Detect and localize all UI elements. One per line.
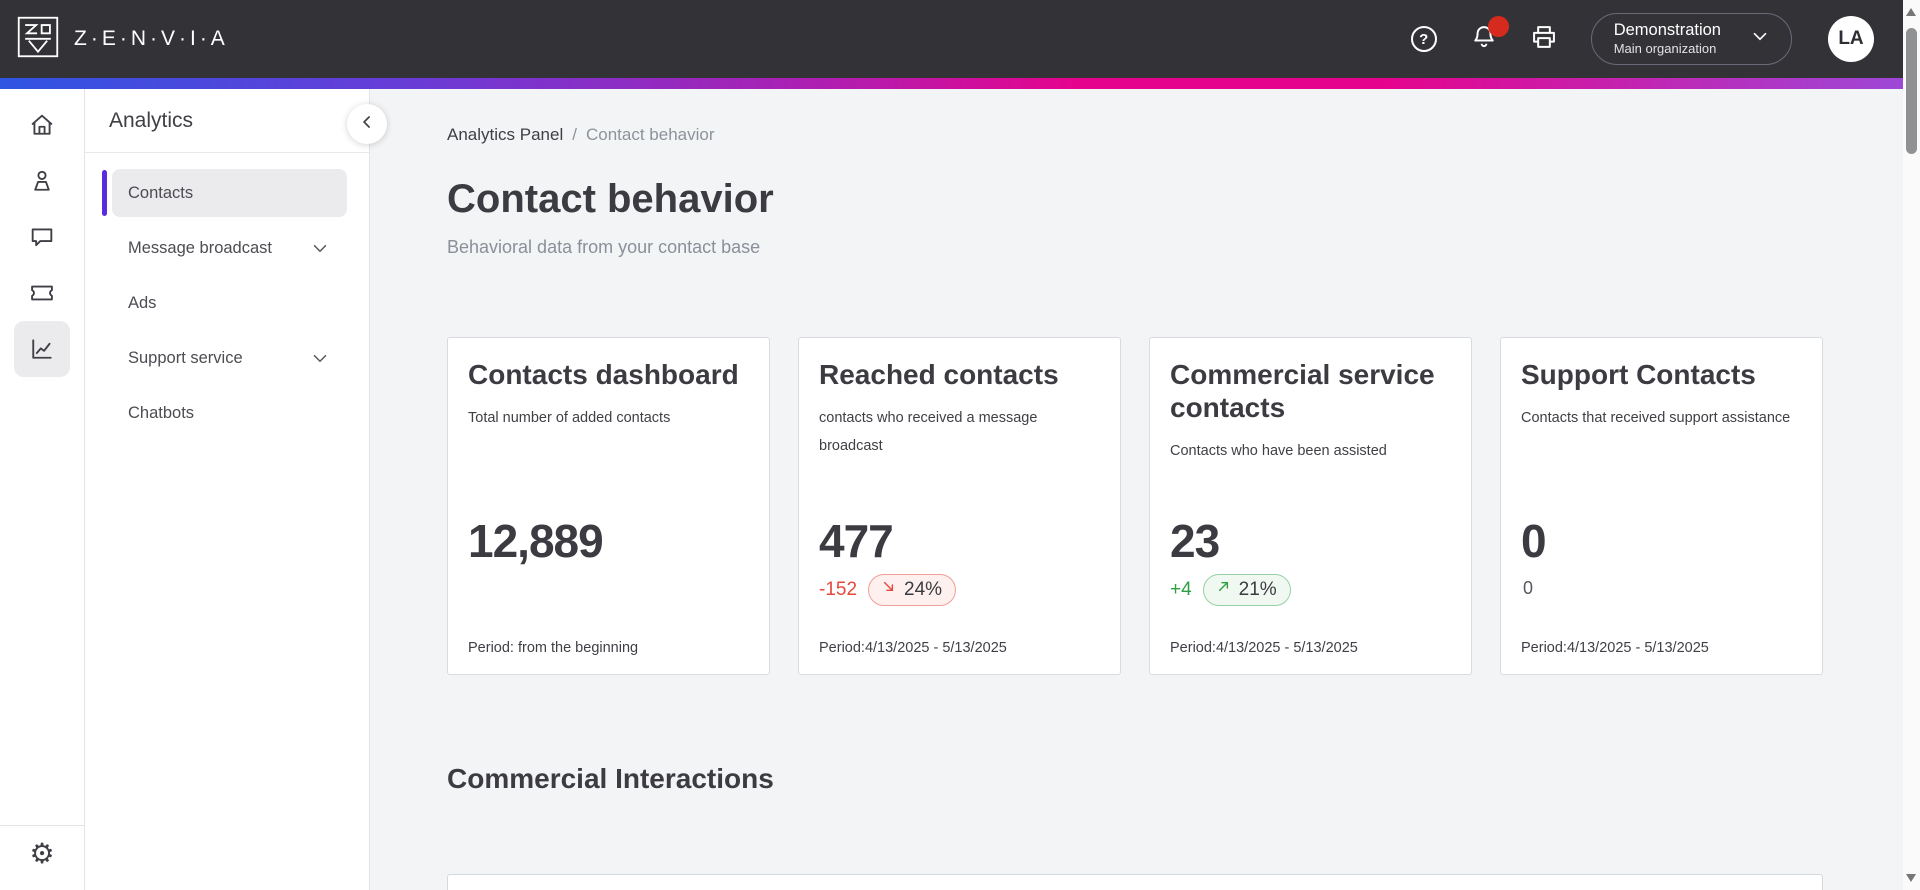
sidebar-item-support-service[interactable]: Support service <box>112 334 347 382</box>
trend-percent: 24% <box>904 578 943 600</box>
home-icon <box>28 111 56 139</box>
card-value: 12,889 <box>468 515 604 567</box>
card-value: 477 <box>819 515 894 567</box>
analytics-sidebar: Analytics Contacts Message broadcast Ads <box>85 89 387 890</box>
rail-item-home[interactable] <box>14 97 70 153</box>
scrollbar-thumb[interactable] <box>1906 28 1917 154</box>
arrow-up-right-icon <box>1215 578 1232 601</box>
card-title: Support Contacts <box>1521 359 1756 390</box>
chat-bubble-icon <box>28 223 56 251</box>
card-contacts-dashboard: Contacts dashboard Total number of added… <box>447 337 770 675</box>
vertical-scrollbar[interactable] <box>1903 0 1920 890</box>
rail-item-analytics[interactable] <box>14 321 70 377</box>
sidebar-collapse-button[interactable] <box>347 104 387 144</box>
scrollbar-up-arrow[interactable] <box>1906 8 1916 16</box>
sidebar-item-label: Chatbots <box>128 403 195 422</box>
person-icon <box>28 167 56 195</box>
delta-value: -152 <box>819 579 858 600</box>
breadcrumb-analytics-panel[interactable]: Analytics Panel <box>447 125 564 144</box>
card-trend-row: +4 21% <box>1170 574 1291 606</box>
brand-gradient-bar <box>0 78 1920 89</box>
zenvia-logo-icon <box>16 15 60 64</box>
icon-rail: ⚙ <box>0 89 85 890</box>
help-button[interactable]: ? <box>1407 22 1441 56</box>
organization-sublabel: Main organization <box>1613 40 1717 56</box>
sidebar-item-contacts[interactable]: Contacts <box>102 169 347 217</box>
notification-badge-dot <box>1487 16 1509 37</box>
chevron-down-icon <box>309 347 331 369</box>
card-description: contacts who received a message broadcas… <box>819 410 1038 455</box>
card-title: Reached contacts <box>819 359 1059 390</box>
trend-percent: 21% <box>1238 578 1277 600</box>
breadcrumb: Analytics Panel / Contact behavior <box>447 125 1920 145</box>
card-value: 23 <box>1170 515 1220 567</box>
card-commercial-service-contacts: Commercial service contacts Contacts who… <box>1149 337 1472 675</box>
top-bar: Z·E·N·V·I·A ? <box>0 0 1920 78</box>
line-chart-icon <box>28 335 56 363</box>
page-subtitle: Behavioral data from your contact base <box>447 237 761 257</box>
card-description: Total number of added contacts <box>468 410 671 427</box>
card-trend-row: -152 24% <box>819 574 957 606</box>
sidebar-item-message-broadcast[interactable]: Message broadcast <box>112 224 347 272</box>
printer-icon <box>1530 23 1558 56</box>
card-secondary-value: 0 <box>1523 578 1534 598</box>
card-value: 0 <box>1521 515 1547 567</box>
sidebar-item-label: Support service <box>128 348 243 367</box>
arrow-down-right-icon <box>880 578 897 601</box>
card-period: Period: from the beginning <box>468 640 639 656</box>
user-avatar[interactable]: LA <box>1828 16 1874 62</box>
notifications-button[interactable] <box>1467 16 1509 56</box>
card-description: Contacts who have been assisted <box>1170 443 1387 460</box>
delta-value: +4 <box>1170 579 1192 600</box>
card-reached-contacts: Reached contacts contacts who received a… <box>798 337 1121 675</box>
card-period: Period:4/13/2025 - 5/13/2025 <box>1521 640 1709 656</box>
rail-item-conversations[interactable] <box>14 209 70 265</box>
page-title: Contact behavior <box>447 177 774 221</box>
organization-name: Demonstration <box>1613 21 1721 40</box>
main-content: Analytics Panel / Contact behavior Conta… <box>370 89 1920 890</box>
breadcrumb-current: Contact behavior <box>585 125 715 144</box>
sidebar-item-ads[interactable]: Ads <box>112 279 347 327</box>
sidebar-item-label: Ads <box>128 293 157 312</box>
card-description: Contacts that received support assistanc… <box>1521 410 1791 427</box>
sidebar-nav: Contacts Message broadcast Ads Support s… <box>85 153 369 437</box>
trend-badge-down: 24% <box>868 574 957 606</box>
card-title: Contacts dashboard <box>468 359 739 390</box>
rail-bottom-section: ⚙ <box>0 825 84 890</box>
breadcrumb-separator: / <box>572 125 577 144</box>
commercial-interactions-panel <box>447 874 1823 890</box>
trend-badge-up: 21% <box>1202 574 1291 606</box>
question-mark-circle-icon: ? <box>1410 26 1437 52</box>
card-period: Period:4/13/2025 - 5/13/2025 <box>819 640 1007 656</box>
card-title: Commercial service contacts <box>1170 359 1435 424</box>
chevron-left-icon <box>357 112 377 137</box>
chevron-down-icon <box>309 237 331 259</box>
print-button[interactable] <box>1527 22 1561 56</box>
gear-icon[interactable]: ⚙ <box>29 837 55 870</box>
kpi-cards-row: Contacts dashboard Total number of added… <box>447 337 1920 675</box>
section-title-commercial-interactions: Commercial Interactions <box>447 763 774 794</box>
sidebar-header: Analytics <box>85 89 369 153</box>
rail-item-campaigns[interactable] <box>14 265 70 321</box>
rail-item-contacts[interactable] <box>14 153 70 209</box>
zenvia-brand: Z·E·N·V·I·A <box>16 15 229 64</box>
ticket-icon <box>28 279 56 307</box>
sidebar-title: Analytics <box>109 108 194 132</box>
brand-wordmark: Z·E·N·V·I·A <box>74 27 229 50</box>
sidebar-item-label: Contacts <box>128 183 194 202</box>
sidebar-item-chatbots[interactable]: Chatbots <box>112 389 347 437</box>
chevron-down-icon <box>1749 25 1771 52</box>
sidebar-item-label: Message broadcast <box>128 238 272 257</box>
scrollbar-down-arrow[interactable] <box>1906 874 1916 882</box>
card-support-contacts: Support Contacts Contacts that received … <box>1500 337 1823 675</box>
organization-selector[interactable]: Demonstration Main organization <box>1590 13 1792 65</box>
card-period: Period:4/13/2025 - 5/13/2025 <box>1170 640 1358 656</box>
